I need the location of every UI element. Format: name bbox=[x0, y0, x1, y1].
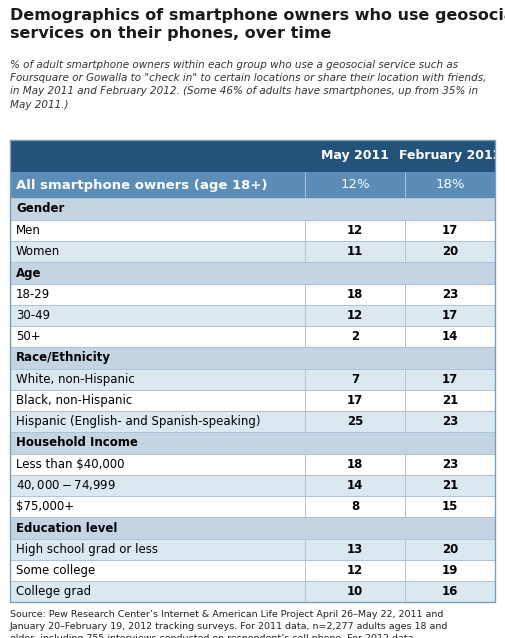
Text: Black, non-Hispanic: Black, non-Hispanic bbox=[16, 394, 132, 407]
Text: 21: 21 bbox=[442, 394, 458, 407]
Text: 17: 17 bbox=[442, 309, 458, 322]
Bar bbox=[10, 517, 495, 539]
Text: 21: 21 bbox=[442, 479, 458, 492]
Text: 17: 17 bbox=[442, 224, 458, 237]
Bar bbox=[10, 560, 495, 581]
Text: Household Income: Household Income bbox=[16, 436, 138, 450]
Text: 30-49: 30-49 bbox=[16, 309, 50, 322]
Text: Men: Men bbox=[16, 224, 41, 237]
Text: 18-29: 18-29 bbox=[16, 288, 50, 301]
Text: % of adult smartphone owners within each group who use a geosocial service such : % of adult smartphone owners within each… bbox=[10, 60, 486, 110]
Text: 8: 8 bbox=[351, 500, 359, 513]
Text: 12%: 12% bbox=[340, 179, 370, 191]
Bar bbox=[10, 305, 495, 326]
Text: 13: 13 bbox=[347, 543, 363, 556]
Text: 12: 12 bbox=[347, 309, 363, 322]
Text: May 2011: May 2011 bbox=[321, 149, 389, 163]
Text: 20: 20 bbox=[442, 543, 458, 556]
Text: 7: 7 bbox=[351, 373, 359, 386]
Text: 18: 18 bbox=[347, 288, 363, 301]
Text: 23: 23 bbox=[442, 458, 458, 471]
Text: Gender: Gender bbox=[16, 202, 64, 216]
Bar bbox=[10, 262, 495, 284]
Text: White, non-Hispanic: White, non-Hispanic bbox=[16, 373, 135, 386]
Bar bbox=[10, 347, 495, 369]
Text: 17: 17 bbox=[442, 373, 458, 386]
Text: Age: Age bbox=[16, 267, 41, 279]
Text: 2: 2 bbox=[351, 330, 359, 343]
Bar bbox=[10, 581, 495, 602]
Text: 25: 25 bbox=[347, 415, 363, 428]
Bar bbox=[10, 539, 495, 560]
Bar bbox=[10, 326, 495, 347]
Text: $40,000-$74,999: $40,000-$74,999 bbox=[16, 478, 116, 493]
Bar bbox=[10, 172, 495, 198]
Text: Women: Women bbox=[16, 245, 60, 258]
Text: Source: Pew Research Center’s Internet & American Life Project April 26–May 22, : Source: Pew Research Center’s Internet &… bbox=[10, 610, 448, 638]
Text: 18: 18 bbox=[347, 458, 363, 471]
Bar bbox=[10, 432, 495, 454]
Text: 14: 14 bbox=[347, 479, 363, 492]
Text: 12: 12 bbox=[347, 224, 363, 237]
Text: 17: 17 bbox=[347, 394, 363, 407]
Text: 15: 15 bbox=[442, 500, 458, 513]
Text: 10: 10 bbox=[347, 585, 363, 598]
Text: Education level: Education level bbox=[16, 521, 117, 535]
Text: Demographics of smartphone owners who use geosocial
services on their phones, ov: Demographics of smartphone owners who us… bbox=[10, 8, 505, 41]
Bar bbox=[10, 454, 495, 475]
Text: All smartphone owners (age 18+): All smartphone owners (age 18+) bbox=[16, 179, 268, 191]
Text: 20: 20 bbox=[442, 245, 458, 258]
Text: 50+: 50+ bbox=[16, 330, 40, 343]
Bar bbox=[10, 475, 495, 496]
Text: Less than $40,000: Less than $40,000 bbox=[16, 458, 125, 471]
Bar bbox=[10, 220, 495, 241]
Text: 19: 19 bbox=[442, 564, 458, 577]
Text: 23: 23 bbox=[442, 288, 458, 301]
Bar bbox=[10, 198, 495, 220]
Text: Hispanic (English- and Spanish-speaking): Hispanic (English- and Spanish-speaking) bbox=[16, 415, 261, 428]
Text: February 2012: February 2012 bbox=[399, 149, 501, 163]
Bar bbox=[10, 369, 495, 390]
Text: Race/Ethnicity: Race/Ethnicity bbox=[16, 352, 111, 364]
Text: $75,000+: $75,000+ bbox=[16, 500, 74, 513]
Text: 12: 12 bbox=[347, 564, 363, 577]
Text: 14: 14 bbox=[442, 330, 458, 343]
Text: 11: 11 bbox=[347, 245, 363, 258]
Bar bbox=[10, 411, 495, 432]
Bar bbox=[10, 140, 495, 172]
Bar bbox=[10, 241, 495, 262]
Text: 18%: 18% bbox=[435, 179, 465, 191]
Text: High school grad or less: High school grad or less bbox=[16, 543, 158, 556]
Text: 16: 16 bbox=[442, 585, 458, 598]
Bar bbox=[10, 496, 495, 517]
Text: College grad: College grad bbox=[16, 585, 91, 598]
Bar bbox=[10, 284, 495, 305]
Text: 23: 23 bbox=[442, 415, 458, 428]
Bar bbox=[10, 390, 495, 411]
Text: Some college: Some college bbox=[16, 564, 95, 577]
